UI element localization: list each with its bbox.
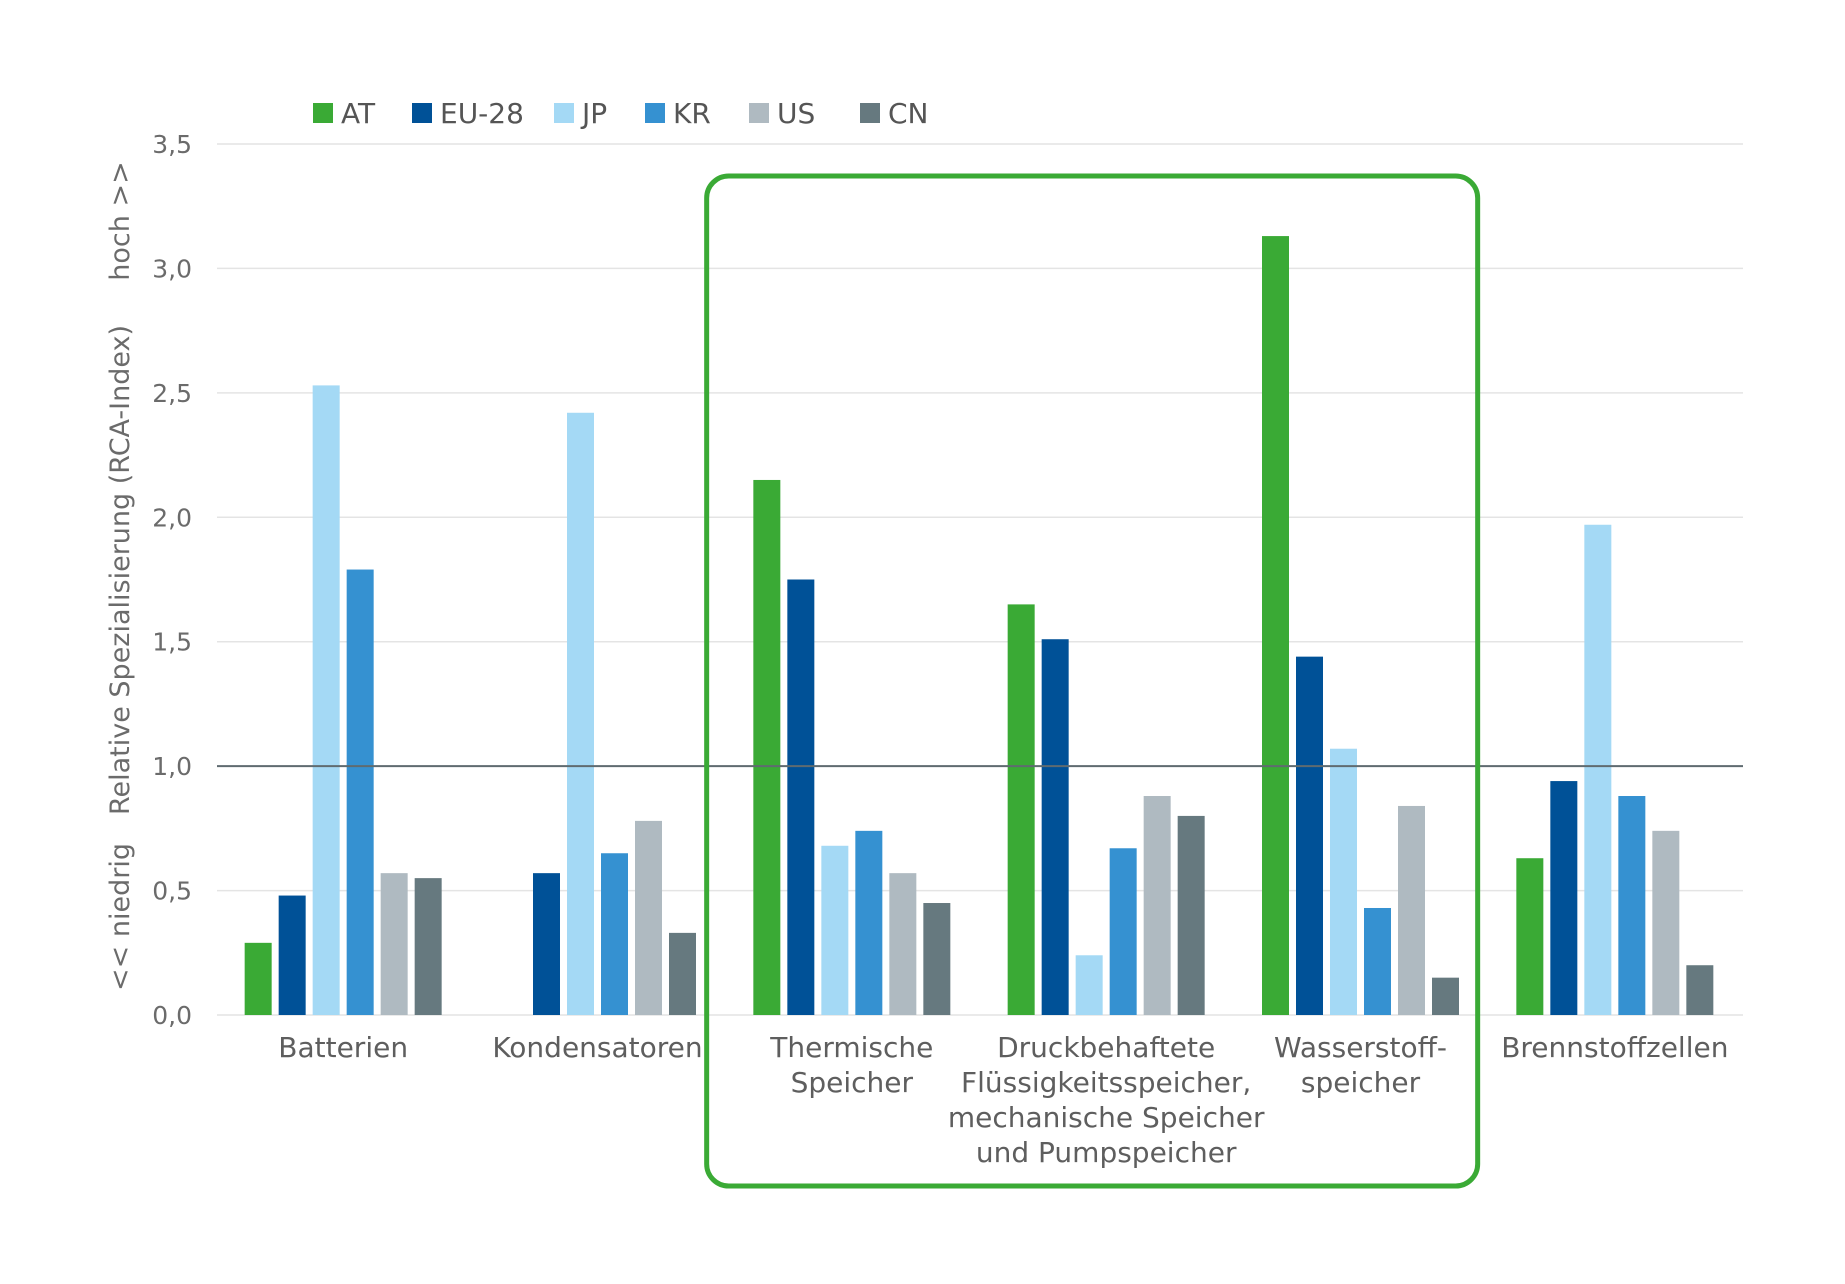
y-tick-label: 1,5 [152, 628, 192, 657]
y-tick-label: 0,0 [152, 1001, 192, 1030]
legend-swatch [313, 103, 333, 123]
bar-at-5 [1516, 858, 1544, 1015]
legend-swatch [749, 103, 769, 123]
bar-eu-28-2 [787, 579, 815, 1015]
highlight-box [704, 173, 1481, 1189]
bar-us-5 [1652, 830, 1680, 1015]
y-tick-label: 2,5 [152, 379, 192, 408]
legend-label: CN [888, 97, 929, 130]
bar-eu-28-4 [1296, 656, 1323, 1015]
bar-kr-1 [601, 853, 628, 1015]
category-label: Wasserstoff-speicher [1274, 1031, 1447, 1099]
bar-cn-2 [923, 903, 951, 1015]
y-axis-high-label: hoch >> [105, 161, 136, 280]
category-label: Brennstoffzellen [1501, 1031, 1728, 1064]
gridlines [217, 143, 1743, 1016]
y-axis-ticks: 0,0 0,5 1,0 1,5 2,0 2,5 3,0 3,5 [152, 130, 192, 1030]
category-label: Batterien [278, 1031, 408, 1064]
bar-cn-3 [1177, 815, 1205, 1015]
category-labels: Batterien Kondensatoren Thermische Speicher… [278, 1031, 1728, 1169]
legend-swatch [412, 103, 432, 123]
legend-label: AT [341, 97, 376, 130]
bar-eu-28-0 [278, 895, 306, 1015]
y-tick-label: 1,0 [152, 752, 192, 781]
bar-jp-0 [312, 385, 340, 1015]
legend-item-jp: JP [554, 97, 607, 130]
bar-us-2 [889, 873, 917, 1015]
bar-us-0 [380, 873, 408, 1015]
bar-cn-0 [414, 878, 442, 1015]
legend-item-cn: CN [860, 97, 929, 130]
legend-swatch [554, 103, 574, 123]
legend-item-us: US [749, 97, 815, 130]
bar-cn-1 [669, 932, 696, 1015]
bar-jp-4 [1330, 748, 1357, 1015]
category-label: Kondensatoren [492, 1031, 702, 1064]
bar-jp-3 [1075, 955, 1103, 1015]
bar-jp-5 [1584, 524, 1612, 1015]
bars [244, 236, 1714, 1015]
bar-cn-5 [1686, 965, 1714, 1015]
legend-label: JP [580, 97, 607, 130]
bar-kr-3 [1109, 848, 1137, 1015]
bar-kr-4 [1364, 907, 1391, 1015]
legend-label: US [777, 97, 815, 130]
legend-label: EU-28 [440, 97, 524, 130]
y-axis-title: Relative Spezialisierung (RCA-Index) [105, 325, 136, 815]
category-label: Druckbehaftete Flüssigkeitsspeicher, mecha… [948, 1031, 1265, 1169]
bar-eu-28-1 [533, 873, 560, 1015]
legend-item-eu-28: EU-28 [412, 97, 524, 130]
bar-us-3 [1143, 796, 1171, 1015]
bar-at-4 [1262, 236, 1289, 1015]
legend-item-kr: KR [645, 97, 711, 130]
y-tick-label: 3,5 [152, 130, 192, 159]
bar-eu-28-3 [1041, 639, 1069, 1015]
highlight-frame [704, 173, 1481, 1189]
legend-label: KR [673, 97, 711, 130]
legend: AT EU-28 JP KR US CN [313, 97, 929, 130]
y-tick-label: 0,5 [152, 877, 192, 906]
legend-swatch [645, 103, 665, 123]
y-tick-label: 2,0 [152, 503, 192, 532]
legend-swatch [860, 103, 880, 123]
bar-jp-1 [567, 412, 594, 1015]
bar-eu-28-5 [1550, 781, 1578, 1015]
bar-at-0 [244, 942, 272, 1015]
bar-us-1 [635, 820, 662, 1015]
bar-jp-2 [821, 845, 849, 1015]
bar-us-4 [1398, 805, 1425, 1015]
bar-kr-0 [346, 569, 374, 1015]
bar-cn-4 [1432, 977, 1459, 1015]
bar-kr-2 [855, 830, 883, 1015]
bar-kr-5 [1618, 796, 1646, 1015]
legend-item-at: AT [313, 97, 376, 130]
bar-at-3 [1007, 604, 1035, 1015]
bar-at-2 [753, 479, 781, 1015]
y-tick-label: 3,0 [152, 254, 192, 283]
category-label: Thermische Speicher [769, 1031, 933, 1099]
y-axis-low-label: << niedrig [105, 843, 136, 991]
